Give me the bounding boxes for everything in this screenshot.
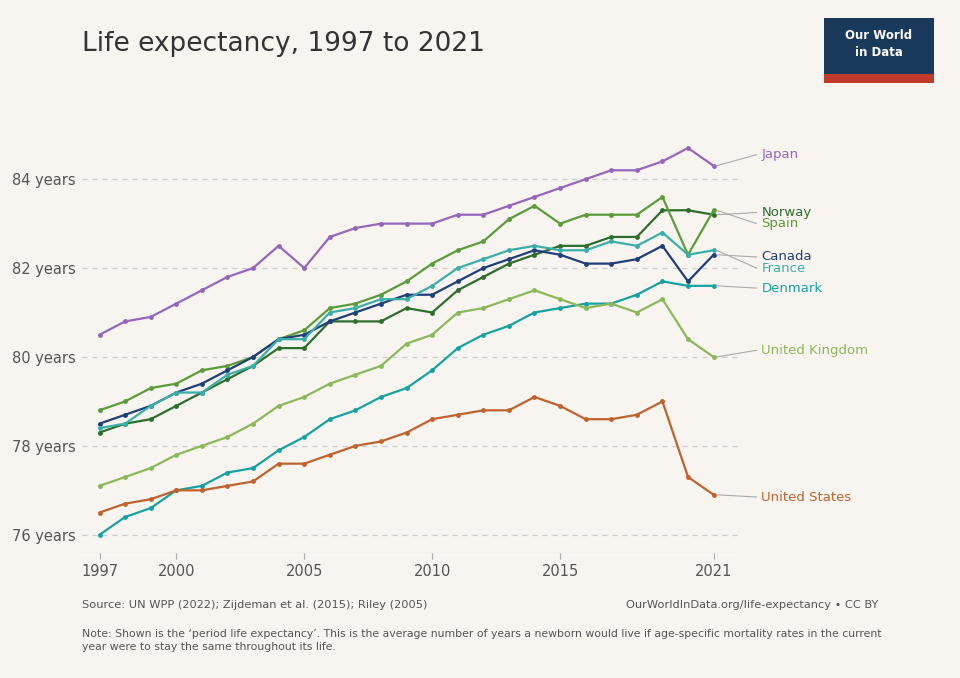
Text: OurWorldInData.org/life-expectancy • CC BY: OurWorldInData.org/life-expectancy • CC … xyxy=(626,600,878,610)
Text: Life expectancy, 1997 to 2021: Life expectancy, 1997 to 2021 xyxy=(82,31,485,56)
Text: Norway: Norway xyxy=(761,206,811,219)
Text: Denmark: Denmark xyxy=(761,281,823,294)
Text: United Kingdom: United Kingdom xyxy=(761,344,868,357)
Text: Canada: Canada xyxy=(761,250,812,264)
Text: Spain: Spain xyxy=(761,217,799,230)
Bar xyxy=(824,18,934,75)
Text: Source: UN WPP (2022); Zijdeman et al. (2015); Riley (2005): Source: UN WPP (2022); Zijdeman et al. (… xyxy=(82,600,427,610)
Bar xyxy=(824,75,934,83)
Text: Japan: Japan xyxy=(761,148,799,161)
Text: Note: Shown is the ‘period life expectancy’. This is the average number of years: Note: Shown is the ‘period life expectan… xyxy=(82,629,881,652)
Text: Our World: Our World xyxy=(846,28,912,41)
Text: in Data: in Data xyxy=(855,46,902,59)
Text: United States: United States xyxy=(761,490,852,504)
Text: France: France xyxy=(761,262,805,275)
